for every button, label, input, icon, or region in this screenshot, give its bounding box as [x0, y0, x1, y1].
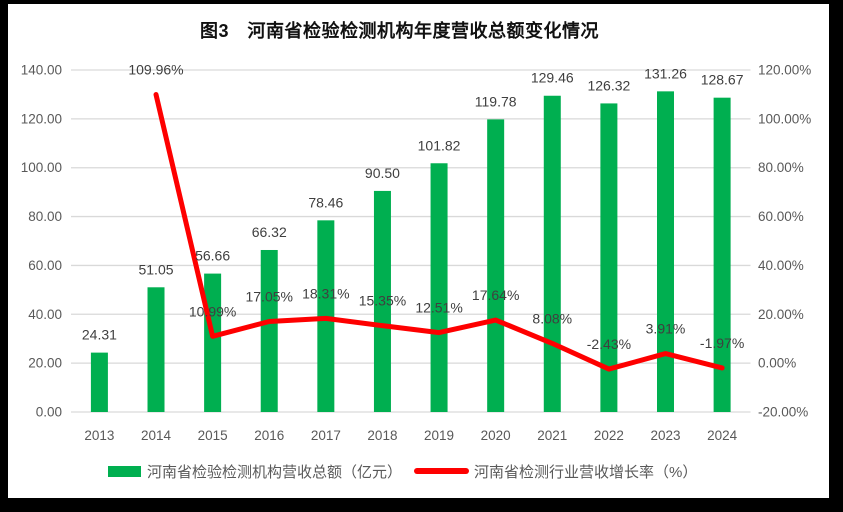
bar-series-label: 河南省检验检测机构营收总额（亿元） [147, 463, 403, 481]
bar-value-label: 51.05 [138, 261, 173, 277]
left-axis-tick-label: 120.00 [21, 111, 62, 126]
bar-value-label: 66.32 [252, 224, 287, 240]
line-point-label: 17.64% [472, 287, 519, 303]
x-axis-label: 2023 [650, 428, 680, 443]
bar-value-label: 101.82 [418, 137, 461, 153]
right-axis-tick-label: 100.00% [758, 111, 811, 126]
line-point-label: 12.51% [415, 300, 462, 316]
right-axis-tick-label: 80.00% [758, 160, 804, 175]
line-series-swatch [414, 468, 470, 474]
right-axis-tick-label: 120.00% [758, 63, 811, 78]
line-point-label: -1.97% [700, 335, 744, 351]
bar-2022 [600, 103, 618, 413]
bar-2024 [713, 97, 731, 412]
x-axis-label: 2024 [707, 428, 738, 443]
bar-value-label: 24.31 [82, 327, 117, 343]
bar-2014 [147, 287, 165, 412]
x-axis-label: 2019 [424, 428, 454, 443]
right-axis-tick-label: -20.00% [758, 405, 808, 420]
line-point-label: 18.31% [302, 285, 349, 301]
bar-2015 [204, 273, 222, 412]
bar-2013 [90, 352, 108, 412]
line-series-label: 河南省检测行业营收增长率（%） [474, 463, 698, 481]
legend: 河南省检验检测机构营收总额（亿元） 河南省检测行业营收增长率（%） [108, 460, 697, 482]
growth-line [153, 92, 725, 372]
x-axis-label: 2015 [198, 428, 228, 443]
bar-value-label: 90.50 [365, 165, 400, 181]
line-point-label: 15.35% [359, 293, 406, 309]
bar-value-label: 56.66 [195, 248, 230, 264]
x-axis-label: 2016 [254, 428, 284, 443]
line-point-label: -2.43% [587, 336, 631, 352]
right-axis-tick-label: 0.00% [758, 356, 796, 371]
left-axis-tick-label: 140.00 [21, 63, 62, 78]
line-point-label: 109.96% [128, 62, 183, 78]
line-point-label: 8.08% [532, 310, 572, 326]
left-axis-tick-label: 40.00 [28, 307, 62, 322]
bar-value-label: 78.46 [308, 194, 343, 210]
right-axis-tick-label: 60.00% [758, 209, 804, 224]
line-point-label: 17.05% [245, 288, 292, 304]
plot-svg: 0.00 -20.00% 20.00 0.00% 40.00 20.00% 60.00 40.… [21, 62, 812, 443]
x-axis-label: 2021 [537, 428, 567, 443]
bar-2016 [260, 249, 278, 412]
left-axis-tick-label: 80.00 [28, 209, 62, 224]
bar-value-label: 129.46 [531, 70, 574, 86]
line-point-label: 10.99% [189, 303, 236, 319]
bar-2018 [373, 190, 391, 412]
x-axis-label: 2017 [311, 428, 341, 443]
bar-2021 [543, 95, 561, 412]
x-axis-label: 2013 [84, 428, 114, 443]
left-axis-tick-label: 100.00 [21, 160, 62, 175]
bar-2023 [657, 91, 674, 412]
left-axis-tick-label: 20.00 [28, 356, 62, 371]
bar-value-label: 128.67 [701, 72, 744, 88]
left-axis-tick-label: 0.00 [36, 405, 62, 420]
bar-series-swatch [108, 465, 141, 477]
x-axis-label: 2014 [141, 428, 172, 443]
chart-area: 图3 河南省检验检测机构年度营收总额变化情况 0.00 -20.00% 20.00 0… [8, 4, 829, 498]
x-axis-label: 2022 [594, 428, 624, 443]
chart-title: 图3 河南省检验检测机构年度营收总额变化情况 [199, 21, 599, 41]
x-axis-label: 2020 [481, 428, 511, 443]
bar-value-label: 126.32 [587, 77, 630, 93]
bar-2019 [430, 163, 448, 412]
bar-value-label: 119.78 [475, 93, 517, 109]
x-axis-label: 2018 [367, 428, 397, 443]
line-point-label: 3.91% [646, 321, 686, 337]
left-axis-tick-label: 60.00 [28, 258, 62, 273]
right-axis-tick-label: 20.00% [758, 307, 804, 322]
bar-2020 [487, 119, 505, 413]
bar-value-label: 131.26 [644, 65, 687, 81]
right-axis-tick-label: 40.00% [758, 258, 804, 273]
